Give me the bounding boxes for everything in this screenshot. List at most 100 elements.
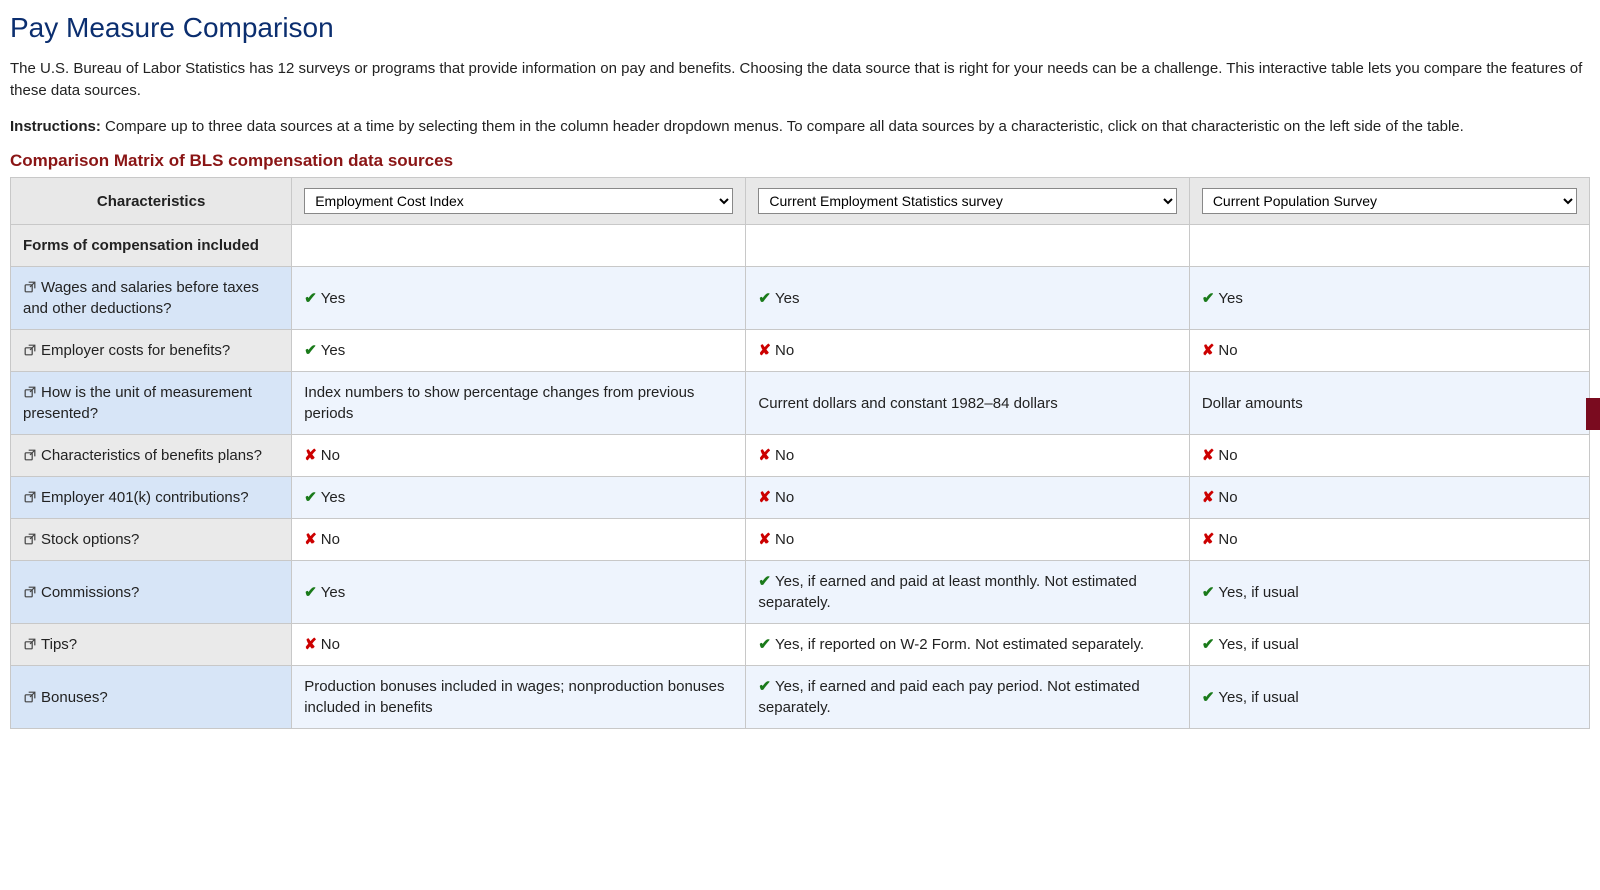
source-1-header: Employment Cost Index xyxy=(292,178,746,225)
source-3-header: Current Population Survey xyxy=(1189,178,1589,225)
cross-icon: ✘ xyxy=(758,342,771,359)
data-cell: ✔Yes, if usual xyxy=(1189,561,1589,624)
cross-icon: ✘ xyxy=(758,489,771,506)
table-row: Wages and salaries before taxes and othe… xyxy=(11,267,1590,330)
data-cell: ✔Yes, if usual xyxy=(1189,624,1589,666)
characteristic-label: Commissions? xyxy=(41,584,139,601)
characteristic-cell[interactable]: Employer 401(k) contributions? xyxy=(11,477,292,519)
data-cell: ✘No xyxy=(746,519,1189,561)
characteristic-label: Employer costs for benefits? xyxy=(41,342,230,359)
popup-icon xyxy=(23,385,37,399)
table-row: Employer costs for benefits?✔Yes✘No✘No xyxy=(11,330,1590,372)
characteristic-label: Employer 401(k) contributions? xyxy=(41,489,249,506)
table-row: Tips? ✘No✔Yes, if reported on W-2 Form. N… xyxy=(11,624,1590,666)
check-icon: ✔ xyxy=(304,584,317,601)
data-cell: Index numbers to show percentage changes… xyxy=(292,372,746,435)
characteristic-cell[interactable]: Wages and salaries before taxes and othe… xyxy=(11,267,292,330)
cross-icon: ✘ xyxy=(1202,531,1215,548)
section-empty-cell xyxy=(1189,225,1589,267)
data-cell: ✘No xyxy=(746,330,1189,372)
check-icon: ✔ xyxy=(1202,584,1215,601)
check-icon: ✔ xyxy=(758,636,771,653)
check-icon: ✔ xyxy=(1202,689,1215,706)
data-cell: Dollar amounts xyxy=(1189,372,1589,435)
table-row: Bonuses? Production bonuses included in w… xyxy=(11,666,1590,729)
source-1-dropdown[interactable]: Employment Cost Index xyxy=(304,188,733,214)
data-cell: ✔Yes xyxy=(746,267,1189,330)
page-title: Pay Measure Comparison xyxy=(10,12,1590,44)
cross-icon: ✘ xyxy=(304,447,317,464)
data-cell: ✘No xyxy=(292,519,746,561)
data-cell: ✘No xyxy=(1189,435,1589,477)
matrix-title: Comparison Matrix of BLS compensation da… xyxy=(10,151,1590,171)
characteristic-label: Characteristics of benefits plans? xyxy=(41,447,262,464)
check-icon: ✔ xyxy=(304,489,317,506)
check-icon: ✔ xyxy=(758,678,771,695)
data-cell: ✔Yes xyxy=(292,267,746,330)
data-cell: ✔Yes xyxy=(292,561,746,624)
characteristic-cell[interactable]: Commissions? xyxy=(11,561,292,624)
check-icon: ✔ xyxy=(1202,636,1215,653)
data-cell: Production bonuses included in wages; no… xyxy=(292,666,746,729)
instructions-body: Compare up to three data sources at a ti… xyxy=(101,118,1464,135)
popup-icon xyxy=(23,448,37,462)
source-2-header: Current Employment Statistics survey xyxy=(746,178,1189,225)
characteristic-label: Stock options? xyxy=(41,531,139,548)
popup-icon xyxy=(23,490,37,504)
data-cell: ✔Yes, if usual xyxy=(1189,666,1589,729)
data-cell: Current dollars and constant 1982–84 dol… xyxy=(746,372,1189,435)
comparison-table: Characteristics Employment Cost Index Cu… xyxy=(10,177,1590,729)
table-row: Commissions?✔Yes✔Yes, if earned and paid… xyxy=(11,561,1590,624)
check-icon: ✔ xyxy=(1202,290,1215,307)
characteristic-label: Tips? xyxy=(41,636,77,653)
feedback-tab[interactable] xyxy=(1586,398,1600,430)
cross-icon: ✘ xyxy=(304,636,317,653)
data-cell: ✔Yes, if earned and paid each pay period… xyxy=(746,666,1189,729)
table-row: How is the unit of measurement presented… xyxy=(11,372,1590,435)
characteristics-header: Characteristics xyxy=(11,178,292,225)
table-row: Employer 401(k) contributions?✔Yes✘No✘No xyxy=(11,477,1590,519)
data-cell: ✔Yes xyxy=(292,330,746,372)
cross-icon: ✘ xyxy=(758,531,771,548)
popup-icon xyxy=(23,585,37,599)
characteristic-label: Wages and salaries before taxes and othe… xyxy=(23,279,259,317)
table-row: Stock options?✘No✘No✘No xyxy=(11,519,1590,561)
characteristic-cell[interactable]: Stock options? xyxy=(11,519,292,561)
intro-text: The U.S. Bureau of Labor Statistics has … xyxy=(10,58,1590,102)
data-cell: ✘No xyxy=(746,477,1189,519)
check-icon: ✔ xyxy=(304,342,317,359)
characteristic-cell[interactable]: Bonuses? xyxy=(11,666,292,729)
characteristic-label: Bonuses? xyxy=(41,689,108,706)
data-cell: ✘No xyxy=(1189,519,1589,561)
characteristic-cell[interactable]: Characteristics of benefits plans? xyxy=(11,435,292,477)
data-cell: ✔Yes xyxy=(1189,267,1589,330)
section-empty-cell xyxy=(292,225,746,267)
check-icon: ✔ xyxy=(304,290,317,307)
table-body: Forms of compensation included Wages and… xyxy=(11,225,1590,729)
data-cell: ✘No xyxy=(292,435,746,477)
source-2-dropdown[interactable]: Current Employment Statistics survey xyxy=(758,188,1176,214)
check-icon: ✔ xyxy=(758,290,771,307)
data-cell: ✔Yes, if reported on W-2 Form. Not estim… xyxy=(746,624,1189,666)
characteristic-cell[interactable]: Employer costs for benefits? xyxy=(11,330,292,372)
characteristic-cell[interactable]: Tips? xyxy=(11,624,292,666)
cross-icon: ✘ xyxy=(1202,447,1215,464)
instructions-text: Instructions: Compare up to three data s… xyxy=(10,116,1590,138)
cross-icon: ✘ xyxy=(304,531,317,548)
popup-icon xyxy=(23,343,37,357)
table-row: Characteristics of benefits plans?✘No✘No… xyxy=(11,435,1590,477)
instructions-label: Instructions: xyxy=(10,118,101,135)
data-cell: ✔Yes xyxy=(292,477,746,519)
data-cell: ✘No xyxy=(1189,477,1589,519)
data-cell: ✘No xyxy=(292,624,746,666)
characteristic-label: How is the unit of measurement presented… xyxy=(23,384,252,422)
data-cell: ✘No xyxy=(746,435,1189,477)
source-3-dropdown[interactable]: Current Population Survey xyxy=(1202,188,1577,214)
data-cell: ✘No xyxy=(1189,330,1589,372)
cross-icon: ✘ xyxy=(1202,489,1215,506)
section-header-cell: Forms of compensation included xyxy=(11,225,292,267)
popup-icon xyxy=(23,280,37,294)
popup-icon xyxy=(23,637,37,651)
characteristic-cell[interactable]: How is the unit of measurement presented… xyxy=(11,372,292,435)
table-header-row: Characteristics Employment Cost Index Cu… xyxy=(11,178,1590,225)
